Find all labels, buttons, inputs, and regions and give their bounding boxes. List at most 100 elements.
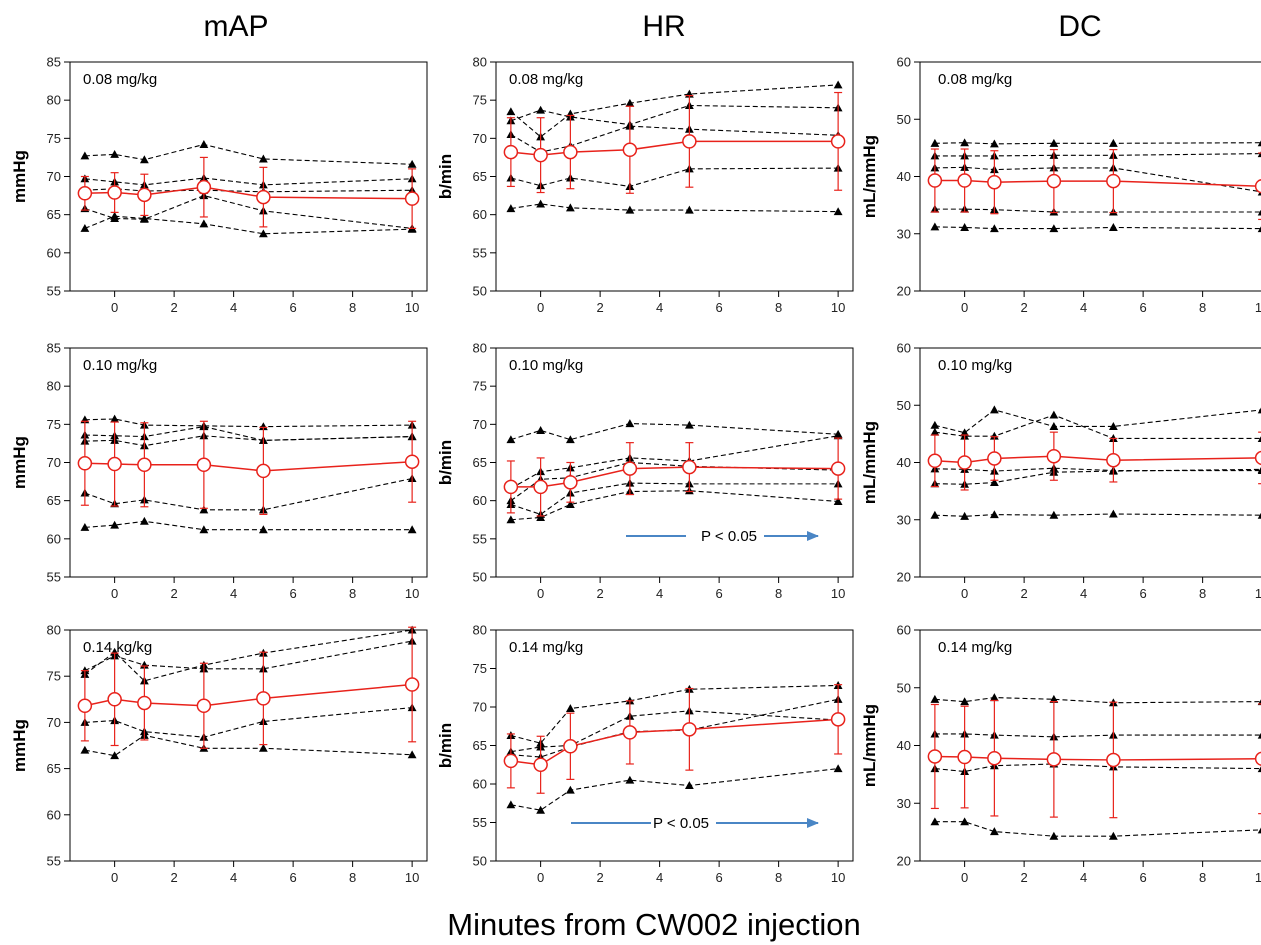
dose-annotation: 0.08 mg/kg	[938, 71, 1012, 88]
individual-point	[1049, 224, 1059, 233]
individual-point	[110, 414, 120, 423]
y-tick-label: 75	[473, 93, 487, 108]
mean-point	[503, 753, 519, 769]
mean-point	[622, 142, 638, 158]
individual-series-line	[84, 143, 413, 165]
y-tick-label: 60	[897, 341, 911, 356]
x-tick-label: 10	[831, 586, 845, 601]
individual-point	[930, 222, 940, 231]
individual-series-line	[510, 435, 839, 489]
x-axis-title: Minutes from CW002 injection	[447, 907, 861, 942]
mean-point	[1254, 751, 1261, 766]
individual-point	[684, 420, 694, 429]
individual-point	[258, 154, 268, 163]
panel-dc-row1: 20 30 40 50 60 0 2 4 6 8 10 mL/mmHg 0.08 mg/kg	[860, 55, 1261, 315]
x-tick-label: 2	[1021, 300, 1028, 315]
panel-map-row1: 55 60 65 70 75 80 85 0 2 4 6 8 10 mmHg 0.08 mg/kg	[10, 55, 428, 315]
y-tick-label: 55	[47, 854, 61, 869]
individual-series-line	[84, 477, 413, 511]
mean-series-line	[934, 755, 1261, 761]
mean-point	[77, 456, 93, 471]
mean-series-line	[510, 718, 839, 766]
panel-dc-row3: 20 30 40 50 60 0 2 4 6 8 10 mL/mmHg 0.14 mg/kg	[860, 623, 1261, 885]
individual-point	[625, 775, 635, 784]
mean-point	[107, 456, 122, 472]
y-tick-label: 60	[473, 777, 487, 792]
individual-point	[110, 149, 120, 158]
mean-point	[987, 174, 1002, 190]
y-tick-label: 60	[897, 623, 911, 638]
individual-point	[258, 422, 268, 431]
individual-series-line	[934, 142, 1261, 145]
individual-series-line	[84, 215, 413, 235]
dose-annotation: 0.14 mg/kg	[509, 639, 583, 656]
individual-point	[258, 525, 268, 534]
x-tick-label: 10	[405, 870, 419, 885]
y-tick-label: 70	[473, 417, 487, 432]
individual-point	[684, 205, 694, 214]
mean-series-line	[934, 179, 1261, 187]
mean-point	[404, 191, 420, 206]
individual-series-line	[934, 208, 1261, 213]
y-tick-label: 50	[897, 398, 911, 413]
x-tick-label: 10	[1255, 870, 1261, 885]
mean-point	[533, 147, 548, 163]
mean-point	[987, 451, 1002, 466]
y-tick-label: 75	[47, 669, 61, 684]
individual-point	[536, 805, 546, 814]
individual-point	[110, 211, 120, 220]
x-tick-label: 10	[405, 586, 419, 601]
individual-series-line	[84, 188, 413, 193]
y-tick-label: 55	[473, 815, 487, 830]
mean-point	[563, 475, 578, 490]
individual-point	[1257, 226, 1261, 233]
mean-point	[107, 185, 122, 200]
mean-point	[682, 722, 697, 737]
x-tick-label: 2	[1021, 870, 1028, 885]
y-tick-label: 50	[897, 112, 911, 127]
mean-point	[1046, 448, 1062, 464]
x-tick-label: 0	[961, 300, 968, 315]
mean-point	[622, 725, 638, 740]
individual-point	[506, 800, 516, 809]
mean-point	[563, 739, 578, 754]
y-axis-label: b/min	[436, 440, 455, 485]
individual-point	[625, 98, 635, 107]
individual-series-line	[510, 125, 839, 153]
x-tick-label: 4	[656, 586, 663, 601]
x-tick-label: 4	[656, 870, 663, 885]
mean-point	[137, 187, 152, 203]
x-tick-label: 2	[1021, 586, 1028, 601]
individual-point	[833, 764, 843, 773]
y-tick-label: 55	[473, 245, 487, 260]
individual-point	[199, 219, 209, 228]
individual-point	[258, 743, 268, 752]
panel-hr-row2: 50 55 60 65 70 75 80 0 2 4 6 8 10 b/min 0.10 mg/kg P < …	[436, 341, 854, 601]
individual-point	[989, 431, 999, 440]
individual-point	[989, 139, 999, 148]
mean-point	[196, 457, 212, 473]
individual-point	[930, 694, 940, 703]
y-tick-label: 60	[473, 207, 487, 222]
individual-series-line	[510, 684, 839, 744]
y-tick-label: 65	[473, 455, 487, 470]
individual-point	[506, 515, 516, 524]
individual-point	[1049, 694, 1059, 703]
individual-point	[110, 751, 120, 760]
mean-point	[137, 457, 152, 473]
y-tick-label: 50	[473, 284, 487, 299]
plot-frame	[919, 629, 1261, 862]
x-tick-label: 8	[349, 586, 356, 601]
individual-point	[80, 745, 90, 754]
x-tick-label: 6	[1140, 870, 1147, 885]
individual-point	[960, 697, 970, 706]
dose-annotation: 0.10 mg/kg	[509, 357, 583, 374]
individual-point	[833, 497, 843, 505]
mean-series-line	[84, 460, 413, 472]
x-tick-label: 6	[716, 300, 723, 315]
y-tick-label: 40	[897, 738, 911, 753]
y-tick-label: 75	[47, 417, 61, 432]
individual-point	[1049, 831, 1059, 840]
individual-point	[565, 203, 575, 212]
y-tick-label: 20	[897, 284, 911, 299]
